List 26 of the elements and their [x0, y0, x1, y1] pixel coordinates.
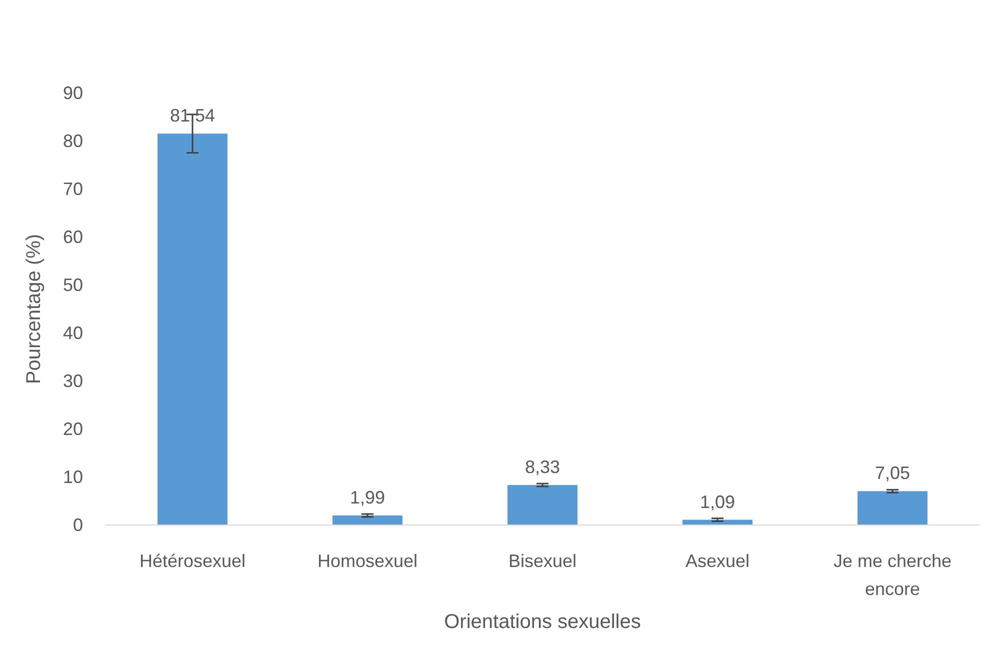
y-tick-label: 10	[62, 466, 83, 487]
y-tick-label: 90	[62, 82, 83, 103]
data-label: 7,05	[874, 463, 910, 484]
y-tick-label: 80	[62, 130, 83, 151]
data-label: 8,33	[524, 457, 560, 478]
y-tick-label: 70	[62, 178, 83, 199]
x-tick-label: Asexuel	[685, 551, 750, 571]
bar	[858, 491, 928, 525]
bar	[158, 134, 228, 525]
y-tick-label: 60	[62, 226, 83, 247]
y-tick-label: 50	[62, 274, 83, 295]
x-tick-label: Bisexuel	[508, 551, 577, 571]
bar	[332, 515, 402, 525]
bar	[508, 485, 578, 525]
y-tick-label: 40	[62, 322, 83, 343]
data-label: 81,54	[170, 106, 216, 126]
data-label: 1,99	[350, 487, 386, 508]
y-tick-label: 20	[62, 418, 83, 439]
x-tick-label: Je me cherche encore	[833, 551, 952, 599]
y-axis-title: Pourcentage (%)	[23, 234, 45, 384]
x-axis-title: Orientations sexuelles	[444, 611, 641, 633]
x-tick-label: Homosexuel	[317, 551, 418, 571]
data-label: 1,09	[700, 492, 736, 512]
y-tick-label: 0	[72, 514, 83, 535]
y-tick-label: 30	[62, 370, 83, 391]
x-tick-label: Hétérosexuel	[139, 551, 246, 571]
